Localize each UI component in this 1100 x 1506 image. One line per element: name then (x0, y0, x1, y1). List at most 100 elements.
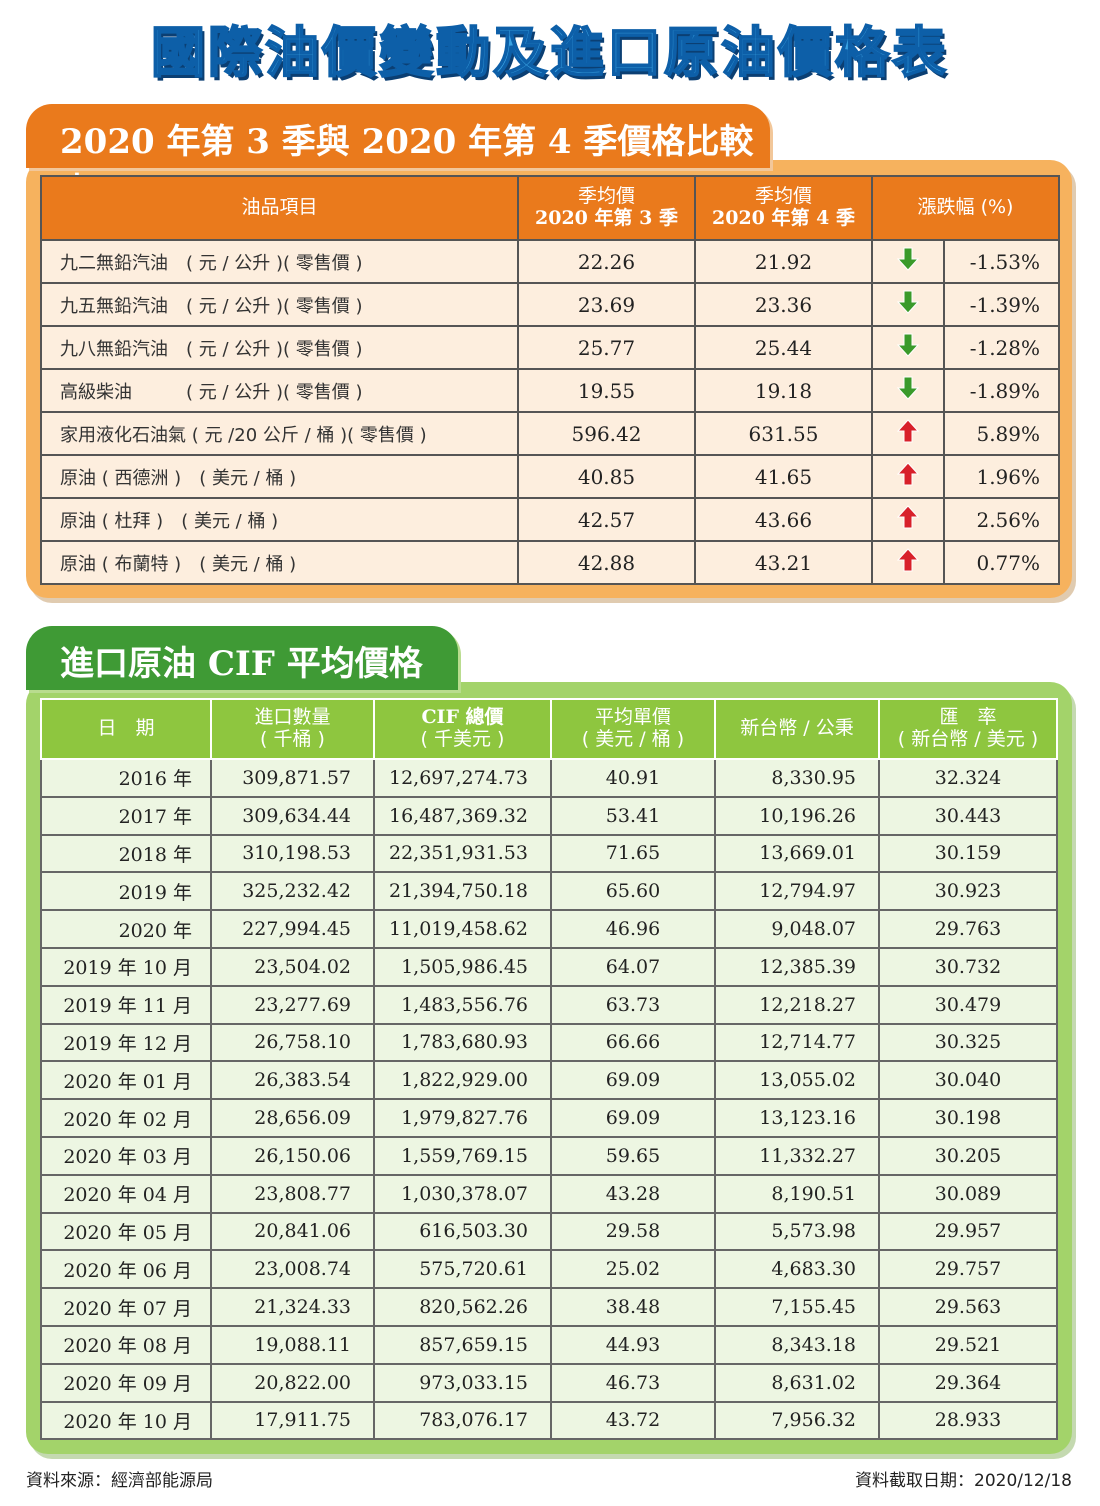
change-direction-cell (871, 239, 945, 284)
col-header-q4-line1: 季均價 (754, 185, 812, 208)
q3-average-price: 596.42 (517, 411, 696, 456)
change-percent: -1.39% (942, 282, 1061, 327)
table-row: 高級柴油 ( 元 / 公升 )( 零售價 ) 19.55 19.18 -1.89% (40, 368, 1061, 413)
price-comparison-table: 油品項目 季均價 2020 年第 3 季 季均價 2020 年第 4 季 漲跌幅… (40, 175, 1061, 585)
change-percent: 2.56% (942, 497, 1061, 542)
period: 2019 年 11 月 (40, 984, 212, 1025)
col-header-q4-line2: 2020 年第 4 季 (712, 207, 855, 229)
cif-total: 1,979,827.76 (373, 1098, 552, 1138)
cif-total: 16,487,369.32 (373, 795, 552, 836)
cif-total: 575,720.61 (373, 1249, 552, 1290)
q4-average-price: 43.66 (694, 497, 873, 542)
col-header-q3: 季均價 2020 年第 3 季 (517, 175, 696, 241)
table-row: 原油 ( 布蘭特 ) ( 美元 / 桶 ) 42.88 43.21 0.77% (40, 540, 1061, 585)
q3-average-price: 23.69 (517, 282, 696, 327)
q4-average-price: 41.65 (694, 454, 873, 499)
cif-total: 1,822,929.00 (373, 1060, 552, 1101)
unit-price: 40.91 (550, 758, 716, 798)
twd-per-kiloliter: 13,123.16 (714, 1098, 880, 1138)
exchange-rate: 29.763 (878, 909, 1058, 949)
import-quantity: 26,758.10 (210, 1022, 375, 1063)
cif-total: 12,697,274.73 (373, 758, 552, 798)
exchange-rate: 32.324 (878, 758, 1058, 798)
import-quantity: 310,198.53 (210, 833, 375, 874)
twd-per-kiloliter: 8,631.02 (714, 1362, 880, 1403)
table-row: 九二無鉛汽油 ( 元 / 公升 )( 零售價 ) 22.26 21.92 -1.53% (40, 239, 1061, 284)
exchange-rate: 30.479 (878, 984, 1058, 1025)
change-direction-cell (871, 325, 945, 370)
col-header-unit: 平均單價 ( 美元 / 桶 ) (550, 698, 716, 760)
import-quantity: 309,871.57 (210, 758, 375, 798)
table-row: 九五無鉛汽油 ( 元 / 公升 )( 零售價 ) 23.69 23.36 -1.39% (40, 282, 1061, 327)
fuel-item-name: 原油 ( 布蘭特 ) ( 美元 / 桶 ) (40, 540, 519, 585)
twd-per-kiloliter: 10,196.26 (714, 795, 880, 836)
period: 2018 年 (40, 833, 212, 874)
exchange-rate: 28.933 (878, 1400, 1058, 1441)
col-header-rate-line1: 匯 率 (939, 706, 997, 729)
cif-total: 973,033.15 (373, 1362, 552, 1403)
change-percent: -1.28% (942, 325, 1061, 370)
cif-total: 1,783,680.93 (373, 1022, 552, 1063)
twd-per-kiloliter: 13,055.02 (714, 1060, 880, 1101)
period: 2020 年 06 月 (40, 1249, 212, 1290)
table-row: 原油 ( 杜拜 ) ( 美元 / 桶 ) 42.57 43.66 2.56% (40, 497, 1061, 542)
q3-average-price: 25.77 (517, 325, 696, 370)
twd-per-kiloliter: 8,330.95 (714, 758, 880, 798)
arrow-down-icon (896, 290, 920, 314)
col-header-cif: CIF 總價 ( 千美元 ) (373, 698, 552, 760)
q4-average-price: 23.36 (694, 282, 873, 327)
period: 2020 年 10 月 (40, 1400, 212, 1441)
import-quantity: 19,088.11 (210, 1324, 375, 1365)
unit-price: 64.07 (550, 946, 716, 987)
table-row: 2020 年 03 月 26,150.06 1,559,769.15 59.65 11,… (40, 1135, 1058, 1176)
period: 2020 年 03 月 (40, 1135, 212, 1176)
q4-average-price: 631.55 (694, 411, 873, 456)
exchange-rate: 30.040 (878, 1060, 1058, 1101)
table-row: 2018 年 310,198.53 22,351,931.53 71.65 13,669… (40, 833, 1058, 874)
table-row: 2020 年 09 月 20,822.00 973,033.15 46.73 8,631… (40, 1362, 1058, 1403)
arrow-up-icon (896, 548, 920, 572)
exchange-rate: 30.732 (878, 946, 1058, 987)
fuel-item-name: 九五無鉛汽油 ( 元 / 公升 )( 零售價 ) (40, 282, 519, 327)
cif-total: 616,503.30 (373, 1211, 552, 1252)
period: 2020 年 (40, 909, 212, 949)
period: 2020 年 09 月 (40, 1362, 212, 1403)
table-row: 2019 年 11 月 23,277.69 1,483,556.76 63.73 12,… (40, 984, 1058, 1025)
unit-price: 65.60 (550, 871, 716, 912)
unit-price: 69.09 (550, 1060, 716, 1101)
change-percent: -1.53% (942, 239, 1061, 284)
twd-per-kiloliter: 5,573.98 (714, 1211, 880, 1252)
twd-per-kiloliter: 7,956.32 (714, 1400, 880, 1441)
exchange-rate: 30.198 (878, 1098, 1058, 1138)
col-header-twd: 新台幣 / 公秉 (714, 698, 880, 760)
cif-total: 11,019,458.62 (373, 909, 552, 949)
col-header-q4: 季均價 2020 年第 4 季 (694, 175, 873, 241)
import-quantity: 23,008.74 (210, 1249, 375, 1290)
cif-total: 857,659.15 (373, 1324, 552, 1365)
twd-per-kiloliter: 12,385.39 (714, 946, 880, 987)
unit-price: 43.72 (550, 1400, 716, 1441)
cif-total: 1,483,556.76 (373, 984, 552, 1025)
change-direction-cell (871, 540, 945, 585)
period: 2020 年 02 月 (40, 1098, 212, 1138)
col-header-rate: 匯 率 ( 新台幣 / 美元 ) (878, 698, 1058, 760)
unit-price: 53.41 (550, 795, 716, 836)
table-row: 2020 年 06 月 23,008.74 575,720.61 25.02 4,683… (40, 1249, 1058, 1290)
period: 2017 年 (40, 795, 212, 836)
twd-per-kiloliter: 12,218.27 (714, 984, 880, 1025)
period: 2016 年 (40, 758, 212, 798)
q4-average-price: 43.21 (694, 540, 873, 585)
period: 2020 年 05 月 (40, 1211, 212, 1252)
exchange-rate: 29.521 (878, 1324, 1058, 1365)
fuel-item-name: 高級柴油 ( 元 / 公升 )( 零售價 ) (40, 368, 519, 413)
import-quantity: 20,841.06 (210, 1211, 375, 1252)
price-comparison-heading: 2020 年第 3 季與 2020 年第 4 季價格比較表 (26, 104, 770, 211)
fuel-item-name: 原油 ( 西德洲 ) ( 美元 / 桶 ) (40, 454, 519, 499)
table-row: 2020 年 227,994.45 11,019,458.62 46.96 9,048.… (40, 909, 1058, 949)
period: 2020 年 08 月 (40, 1324, 212, 1365)
table-row: 2019 年 325,232.42 21,394,750.18 65.60 12,794… (40, 871, 1058, 912)
col-header-qty-line1: 進口數量 (254, 706, 331, 729)
exchange-rate: 30.325 (878, 1022, 1058, 1063)
cif-total: 21,394,750.18 (373, 871, 552, 912)
page-title: 國際油價變動及進口原油價格表 (150, 20, 949, 85)
